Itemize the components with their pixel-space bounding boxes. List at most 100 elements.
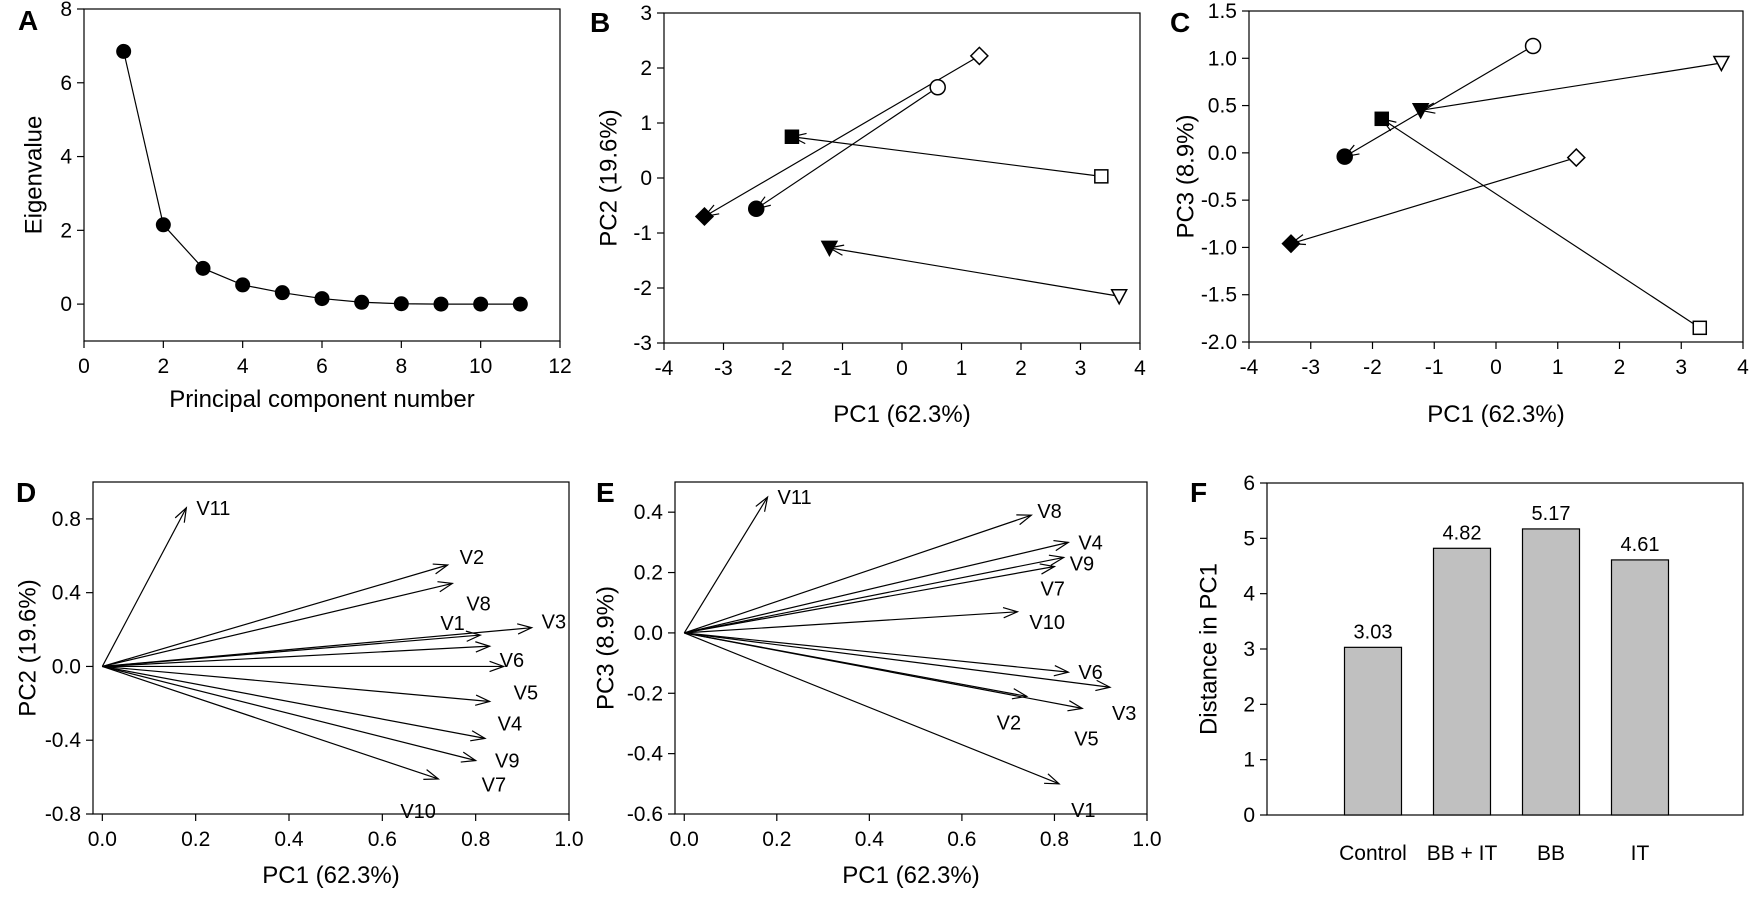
y-tick-label: -1 bbox=[633, 222, 652, 245]
arrowhead bbox=[1067, 700, 1084, 712]
loading-vector-v3 bbox=[102, 627, 532, 668]
eigenvalue-point bbox=[433, 296, 449, 312]
loading-vector-v11 bbox=[101, 507, 187, 667]
x-tick-label: 1 bbox=[1552, 356, 1564, 379]
eigenvalue-point bbox=[314, 291, 330, 307]
x-tick-label: 0.8 bbox=[1040, 828, 1069, 851]
x-tick-label: -4 bbox=[1240, 356, 1259, 379]
vector-label: V5 bbox=[1074, 728, 1098, 750]
x-tick-label: 1 bbox=[956, 357, 968, 380]
bar bbox=[1343, 646, 1403, 816]
plot-frame bbox=[1248, 10, 1744, 343]
eigenvalue-point bbox=[235, 277, 251, 293]
x-tick-label: 0.6 bbox=[368, 828, 397, 851]
x-axis-label: PC1 (62.3%) bbox=[833, 401, 970, 428]
y-tick-label: 4 bbox=[60, 146, 72, 169]
vector-label: V11 bbox=[778, 487, 812, 509]
eigenvalue-point bbox=[393, 296, 409, 312]
vector-label: V4 bbox=[1078, 532, 1102, 554]
panel-letter: B bbox=[590, 7, 610, 38]
vector-label: V10 bbox=[400, 801, 436, 823]
loading-vector-v7 bbox=[102, 665, 476, 762]
x-tick-label: 0.0 bbox=[670, 828, 699, 851]
loading-vector-v9 bbox=[102, 665, 486, 739]
x-tick-label: 0.2 bbox=[762, 828, 791, 851]
category-label: BB + IT bbox=[1427, 842, 1498, 865]
arrowhead bbox=[489, 660, 506, 673]
x-tick-label: 1.0 bbox=[554, 828, 583, 851]
vector-label: V3 bbox=[542, 612, 566, 634]
vector-label: V7 bbox=[482, 775, 506, 797]
x-tick-label: -2 bbox=[1363, 356, 1382, 379]
loading-vector-v4 bbox=[102, 665, 490, 703]
arrowhead bbox=[1053, 665, 1071, 677]
y-tick-label: 0 bbox=[1243, 804, 1255, 827]
filled-square-marker bbox=[784, 129, 800, 144]
vector-label: V1 bbox=[440, 613, 464, 635]
arrowhead bbox=[460, 751, 478, 763]
panel-letter: C bbox=[1170, 7, 1190, 38]
x-tick-label: 0.8 bbox=[461, 828, 490, 851]
loading-vector-v10 bbox=[102, 665, 439, 780]
y-tick-label: 0.5 bbox=[1208, 95, 1237, 118]
loading-vector-v6 bbox=[102, 645, 490, 668]
trajectory-arrow bbox=[755, 86, 939, 210]
bar-value-label: 4.61 bbox=[1621, 534, 1660, 556]
vector-label: V6 bbox=[1078, 662, 1102, 684]
open-diamond-marker bbox=[969, 46, 989, 66]
loading-vector-v8 bbox=[102, 582, 453, 668]
x-tick-label: -4 bbox=[655, 357, 674, 380]
arrowhead bbox=[432, 563, 450, 575]
y-tick-label: 1.0 bbox=[1208, 47, 1237, 70]
x-tick-label: -3 bbox=[714, 357, 733, 380]
y-axis-label: PC3 (8.9%) bbox=[1172, 114, 1199, 238]
filled-triangle-down-marker bbox=[820, 240, 839, 257]
x-tick-label: 3 bbox=[1075, 357, 1087, 380]
vector-label: V5 bbox=[514, 682, 538, 704]
y-axis-label: Distance in PC1 bbox=[1195, 563, 1222, 735]
plot-frame bbox=[1266, 482, 1744, 816]
y-tick-label: -2 bbox=[633, 277, 652, 300]
plot-frame bbox=[674, 481, 1148, 815]
x-tick-label: 0.4 bbox=[855, 828, 885, 851]
trajectory-arrow bbox=[1420, 62, 1722, 111]
loading-vector-v1 bbox=[684, 632, 1060, 785]
y-tick-label: 0 bbox=[60, 293, 72, 316]
filled-circle-marker bbox=[747, 200, 765, 218]
arrowhead bbox=[423, 769, 440, 780]
y-tick-label: 0.0 bbox=[1208, 142, 1237, 165]
x-tick-label: 4 bbox=[237, 355, 249, 378]
x-tick-label: 4 bbox=[1737, 356, 1749, 379]
eigenvalue-point bbox=[155, 217, 171, 233]
trajectory-arrow bbox=[791, 136, 1102, 177]
y-tick-label: 2 bbox=[640, 57, 652, 80]
y-axis-label: PC2 (19.6%) bbox=[595, 109, 622, 246]
x-tick-label: 2 bbox=[1614, 356, 1626, 379]
eigenvalue-point bbox=[354, 294, 370, 310]
loading-vector-v6 bbox=[684, 632, 1069, 673]
loading-vector-v10 bbox=[684, 611, 1018, 634]
y-tick-label: -0.2 bbox=[627, 682, 663, 705]
category-label: IT bbox=[1631, 842, 1650, 865]
y-tick-label: 0.0 bbox=[634, 622, 663, 645]
bar bbox=[1610, 559, 1670, 816]
x-tick-label: 1.0 bbox=[1132, 828, 1161, 851]
bar-value-label: 4.82 bbox=[1443, 522, 1482, 544]
y-tick-label: 2 bbox=[60, 219, 72, 242]
open-circle-marker bbox=[929, 79, 946, 96]
category-label: Control bbox=[1339, 842, 1407, 865]
vector-label: V6 bbox=[500, 650, 524, 672]
y-tick-label: -0.4 bbox=[627, 743, 664, 766]
y-tick-label: -2.0 bbox=[1201, 331, 1237, 354]
y-tick-label: -0.4 bbox=[45, 729, 82, 752]
vector-label: V8 bbox=[466, 593, 490, 615]
loading-vector-v7 bbox=[684, 565, 1055, 634]
y-axis-label: Eigenvalue bbox=[20, 116, 47, 235]
x-tick-label: -1 bbox=[1425, 356, 1444, 379]
x-tick-label: 0 bbox=[78, 355, 90, 378]
vector-label: V1 bbox=[1071, 800, 1095, 822]
filled-square-marker bbox=[1374, 111, 1390, 127]
y-tick-label: 0.0 bbox=[52, 655, 81, 678]
loading-vector-v11 bbox=[683, 496, 769, 634]
